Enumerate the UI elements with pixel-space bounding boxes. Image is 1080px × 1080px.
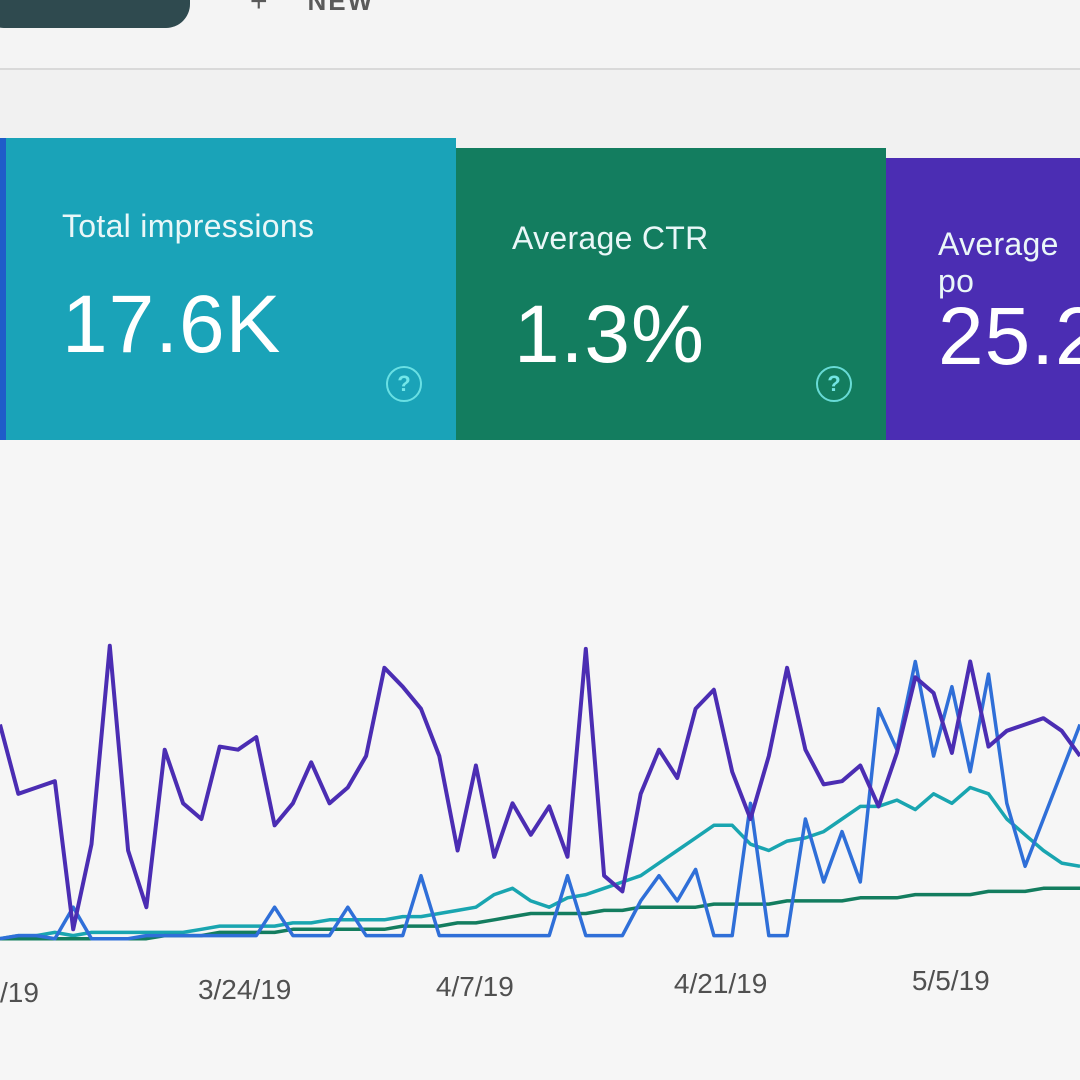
card-value: 1.3% — [514, 289, 705, 380]
performance-chart: /19 3/24/19 4/7/19 4/21/19 5/5/19 — [0, 440, 1080, 1080]
new-button-label[interactable]: NEW — [307, 0, 375, 16]
card-average-position[interactable]: Average po 25.2 — [886, 158, 1080, 440]
series-line-1 — [0, 785, 1080, 941]
metric-cards: Total impressions 17.6K ? Average CTR 1.… — [0, 138, 1080, 440]
card-label: Average CTR — [512, 220, 709, 256]
help-icon[interactable]: ? — [386, 366, 422, 402]
card-label: Average po — [938, 226, 1059, 299]
card-value: 25.2 — [938, 291, 1080, 382]
series-line-0 — [0, 643, 1080, 932]
plus-icon: + — [250, 0, 268, 18]
x-tick-label: 4/7/19 — [436, 971, 514, 1002]
card-value: 17.6K — [62, 279, 282, 370]
new-control[interactable]: + NEW — [250, 0, 374, 17]
x-tick-label: /19 — [0, 977, 39, 1008]
menu-pill-button[interactable] — [0, 0, 190, 28]
series-line-3 — [0, 659, 1080, 941]
card-left-accent — [0, 138, 6, 440]
top-toolbar: + NEW — [0, 0, 1080, 70]
x-tick-label: 4/21/19 — [674, 968, 767, 999]
help-icon[interactable]: ? — [816, 366, 852, 402]
x-tick-label: 3/24/19 — [198, 974, 291, 1005]
card-total-impressions[interactable]: Total impressions 17.6K ? — [0, 138, 456, 440]
line-chart-svg: /19 3/24/19 4/7/19 4/21/19 5/5/19 — [0, 643, 1080, 1008]
x-tick-label: 5/5/19 — [912, 965, 990, 996]
card-label: Total impressions — [62, 208, 315, 244]
card-average-ctr[interactable]: Average CTR 1.3% ? — [456, 148, 886, 440]
